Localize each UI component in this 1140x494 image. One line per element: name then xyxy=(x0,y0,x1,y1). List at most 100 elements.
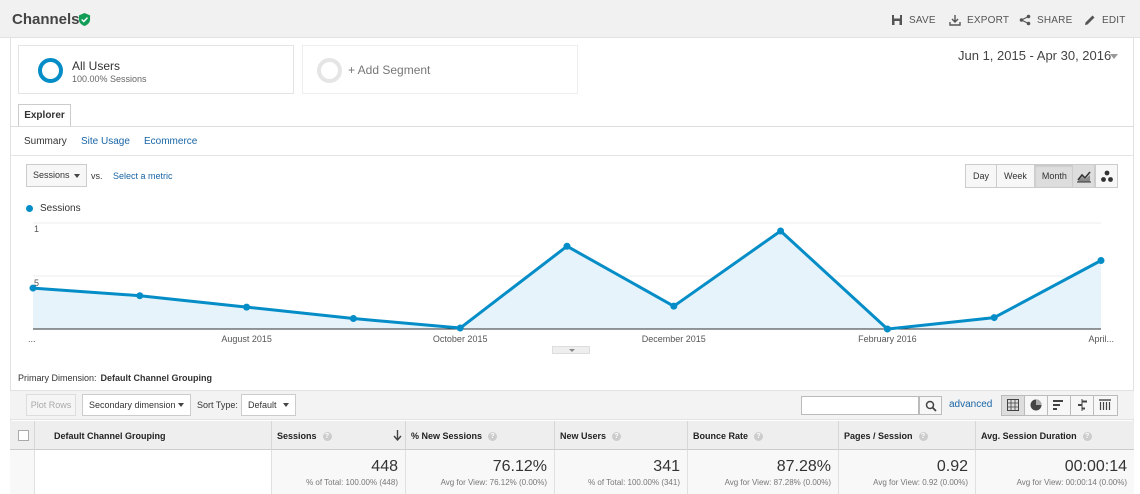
page-title: Channels xyxy=(12,11,80,28)
secondary-dimension-select[interactable]: Secondary dimension xyxy=(82,394,191,416)
help-icon[interactable]: ? xyxy=(918,432,928,442)
data-point xyxy=(456,324,464,332)
data-point xyxy=(243,303,251,311)
primary-dimension-value[interactable]: Default Channel Grouping xyxy=(100,373,213,383)
column-new-users[interactable]: New Users? xyxy=(554,421,687,450)
data-point xyxy=(670,302,678,310)
metric-select-value: Sessions xyxy=(33,170,70,180)
column-default-channel-grouping[interactable]: Default Channel Grouping xyxy=(34,421,271,450)
table-search-input[interactable] xyxy=(801,396,919,415)
performance-view-button[interactable] xyxy=(1048,396,1071,415)
line-chart-type-button[interactable] xyxy=(1072,164,1095,188)
search-icon xyxy=(925,400,937,412)
sort-type-value: Default xyxy=(248,400,277,410)
data-point xyxy=(777,227,785,235)
save-button[interactable]: SAVE xyxy=(891,14,936,26)
x-tick-label: December 2015 xyxy=(642,334,706,344)
totals-cell-new-users: 341 % of Total: 100.00% (341) xyxy=(554,450,687,494)
period-day-button[interactable]: Day xyxy=(966,165,998,187)
export-label: EXPORT xyxy=(967,14,1010,26)
x-tick-label: August 2015 xyxy=(221,334,272,344)
data-table-view-button[interactable] xyxy=(1002,396,1025,415)
date-range-caret-icon[interactable] xyxy=(1110,54,1118,59)
bubble-chart-icon xyxy=(1101,170,1113,182)
sort-type-label: Sort Type: xyxy=(197,400,238,410)
subtab-ecommerce[interactable]: Ecommerce xyxy=(144,136,198,147)
sessions-chart: 1 5... August 2015 October 2015 December 201… xyxy=(28,222,1114,344)
comparison-view-button[interactable] xyxy=(1071,396,1094,415)
data-point xyxy=(883,325,891,333)
date-range-picker[interactable]: Jun 1, 2015 - Apr 30, 2016 xyxy=(958,48,1112,63)
column-label: New Users xyxy=(560,431,607,441)
pivot-view-button[interactable] xyxy=(1094,396,1117,415)
period-month-button[interactable]: Month xyxy=(1034,165,1074,187)
column-label: Pages / Session xyxy=(844,431,913,441)
total-subtext: Avg for View: 87.28% (0.00%) xyxy=(724,478,831,487)
totals-cell-new-sessions: 76.12% Avg for View: 76.12% (0.00%) xyxy=(405,450,554,494)
pie-view-button[interactable] xyxy=(1025,396,1048,415)
advanced-filter-link[interactable]: advanced xyxy=(949,399,993,410)
collapse-chart-button[interactable] xyxy=(552,346,590,354)
tab-explorer[interactable]: Explorer xyxy=(18,104,71,127)
share-button[interactable]: SHARE xyxy=(1019,14,1072,26)
x-tick-label: ... xyxy=(28,334,36,344)
plot-rows-button[interactable]: Plot Rows xyxy=(26,394,76,416)
add-segment-label: + Add Segment xyxy=(348,63,431,77)
total-subtext: % of Total: 100.00% (341) xyxy=(588,478,680,487)
column-label: Avg. Session Duration xyxy=(981,431,1077,441)
segment-all-users[interactable]: All Users 100.00% Sessions xyxy=(18,45,294,94)
total-value: 00:00:14 xyxy=(1064,458,1127,475)
select-metric-link[interactable]: Select a metric xyxy=(113,171,173,181)
table-search-button[interactable] xyxy=(919,396,942,415)
help-icon[interactable]: ? xyxy=(322,432,332,442)
period-toggle: Day Week Month xyxy=(965,164,1075,188)
primary-dimension-label: Primary Dimension: xyxy=(18,373,97,383)
legend-sessions[interactable]: Sessions xyxy=(40,203,81,214)
sort-descending-icon xyxy=(393,430,402,441)
column-avg-session-duration[interactable]: Avg. Session Duration? xyxy=(975,421,1134,450)
subtab-site-usage[interactable]: Site Usage xyxy=(81,136,130,147)
export-icon xyxy=(949,15,961,26)
help-icon[interactable]: ? xyxy=(612,432,622,442)
column-pages-per-session[interactable]: Pages / Session? xyxy=(838,421,975,450)
secondary-dimension-label: Secondary dimension xyxy=(89,400,176,410)
totals-cell-sessions: 448 % of Total: 100.00% (448) xyxy=(271,450,405,494)
edit-icon xyxy=(1085,15,1095,25)
x-tick-label: April... xyxy=(1088,334,1114,344)
column-label: % New Sessions xyxy=(411,431,483,441)
edit-button[interactable]: EDIT xyxy=(1084,14,1126,26)
column-sessions[interactable]: Sessions? xyxy=(271,421,405,450)
subtab-summary[interactable]: Summary xyxy=(24,136,67,147)
sort-type-select[interactable]: Default xyxy=(241,394,296,416)
column-bounce-rate[interactable]: Bounce Rate? xyxy=(687,421,838,450)
segment-subtitle: 100.00% Sessions xyxy=(72,74,147,84)
period-week-button[interactable]: Week xyxy=(997,165,1035,187)
column-new-sessions[interactable]: % New Sessions? xyxy=(405,421,554,450)
table-view-toggle xyxy=(1001,395,1118,416)
select-all-checkbox[interactable] xyxy=(18,430,29,441)
data-point xyxy=(136,292,144,300)
totals-cell-pages-per-session: 0.92 Avg for View: 0.92 (0.00%) xyxy=(838,450,975,494)
help-icon[interactable]: ? xyxy=(754,432,764,442)
column-label: Default Channel Grouping xyxy=(54,431,166,441)
column-label: Sessions xyxy=(277,431,317,441)
data-point xyxy=(563,242,571,250)
totals-dimension-cell xyxy=(34,450,271,494)
help-icon[interactable]: ? xyxy=(1082,432,1092,442)
comparison-icon xyxy=(1078,399,1087,411)
legend-dot-icon xyxy=(26,205,33,212)
help-icon[interactable]: ? xyxy=(488,432,498,442)
export-button[interactable]: EXPORT xyxy=(949,14,1009,26)
metric-select[interactable]: Sessions xyxy=(26,164,87,187)
motion-chart-type-button[interactable] xyxy=(1095,164,1118,188)
x-tick-label: February 2016 xyxy=(858,334,917,344)
pivot-icon xyxy=(1099,399,1111,410)
chevron-down-icon xyxy=(178,403,184,407)
add-segment-button[interactable]: + Add Segment xyxy=(302,45,578,94)
chevron-down-icon xyxy=(74,174,80,178)
vs-label: vs. xyxy=(91,171,103,181)
subtab-divider xyxy=(10,155,1134,156)
totals-cell-avg-session-duration: 00:00:14 Avg for View: 00:00:14 (0.00%) xyxy=(975,450,1134,494)
data-point xyxy=(349,315,357,323)
totals-cell-bounce-rate: 87.28% Avg for View: 87.28% (0.00%) xyxy=(687,450,838,494)
